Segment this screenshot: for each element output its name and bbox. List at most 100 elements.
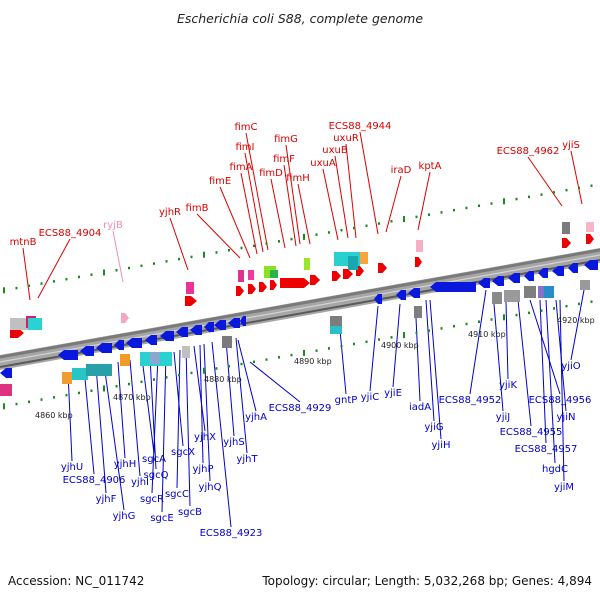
tick-mark (78, 391, 80, 395)
domain-box (86, 364, 112, 376)
callout-line (417, 171, 431, 231)
domain-box (150, 352, 160, 364)
gene-label: yjhR (159, 207, 181, 218)
forward-gene-arrow (185, 296, 197, 306)
gene-label: ECS88_4906 (63, 475, 126, 486)
callout-line (117, 361, 126, 459)
reverse-gene-arrow (114, 340, 124, 350)
gene-label: yjhQ (199, 482, 222, 493)
reverse-gene-arrow (478, 278, 490, 288)
tick-mark (415, 215, 418, 219)
domain-box (492, 292, 502, 304)
tick-mark (278, 356, 280, 359)
tick-mark (115, 269, 118, 272)
callout-line (392, 303, 401, 388)
tick-mark (90, 273, 93, 276)
tick-mark (365, 340, 368, 344)
tick-mark (590, 184, 593, 187)
forward-gene-arrow (280, 278, 310, 288)
forward-gene-arrow (248, 284, 256, 294)
gene-label: uxuB (322, 145, 348, 156)
scale-labels: 4860 kbp 4870 kbp 4880 kbp 4890 kbp 4900 kbp… (35, 316, 595, 420)
domain-box (270, 270, 278, 278)
tick-mark (53, 396, 55, 399)
forward-gene-arrow (562, 238, 571, 248)
callout-line (225, 339, 235, 437)
callout-line (493, 303, 504, 412)
tick-mark (340, 344, 343, 348)
gene-label: ECS88_4944 (329, 121, 392, 132)
gene-label: hgdC (542, 464, 568, 475)
reverse-gene-arrow (145, 335, 157, 345)
gene-label: yjiK (499, 380, 517, 391)
tick-mark (265, 358, 268, 361)
gene-label: yjhF (96, 494, 117, 505)
callout-line (369, 305, 379, 392)
gene-label: yjiS (562, 140, 580, 151)
callout-line (285, 144, 301, 245)
tick-mark (565, 304, 568, 308)
gene-label: yjhI (131, 477, 149, 488)
tick-mark (140, 264, 143, 268)
tick-mark (353, 226, 355, 230)
domain-box (304, 258, 310, 270)
domain-box (544, 286, 554, 298)
callout-line (469, 289, 487, 395)
genome-summary-text: Topology: circular; Length: 5,032,268 bp… (262, 574, 592, 588)
gene-label: ryjB (103, 220, 123, 231)
domain-box (414, 306, 422, 318)
callout-line (244, 152, 264, 253)
callout-line (235, 337, 248, 454)
tick-mark (240, 362, 243, 366)
callout-line (334, 155, 349, 239)
tick-mark (428, 213, 430, 216)
callout-line (185, 347, 191, 507)
callout-line (141, 357, 155, 454)
tick-mark (490, 202, 493, 205)
callout-line (193, 345, 206, 432)
tick-mark (515, 197, 518, 201)
tick-mark (65, 393, 68, 397)
tick-mark (503, 314, 505, 321)
tick-mark (90, 389, 93, 392)
domain-box (0, 384, 12, 396)
gene-label: yjhP (192, 464, 213, 475)
domain-box (416, 240, 423, 252)
callout-line (199, 344, 204, 464)
forward-gene-arrow (310, 275, 320, 285)
callout-line (83, 367, 95, 475)
tick-mark (40, 398, 43, 401)
tick-mark (290, 237, 293, 241)
callout-line (169, 217, 189, 271)
callout-line (203, 343, 211, 482)
reverse-gene-arrow (96, 343, 112, 353)
gene-label: yjhH (114, 459, 137, 470)
tick-mark (128, 382, 130, 386)
gene-label: uxuR (333, 133, 359, 144)
callout-line (517, 299, 532, 427)
tick-mark (553, 191, 555, 194)
scale-ticks (3, 184, 593, 410)
forward-gene-arrow (586, 234, 594, 244)
tick-mark (528, 311, 530, 315)
callout-line (149, 356, 157, 470)
gene-label: ECS88_4952 (439, 395, 502, 406)
gene-label: fimE (209, 176, 231, 187)
callout-line (112, 230, 124, 283)
tick-mark (103, 269, 105, 276)
domain-box (182, 346, 190, 358)
tick-mark (478, 320, 480, 323)
reverse-gene-arrow (160, 331, 174, 341)
tick-mark (540, 193, 543, 196)
gene-label: yjhX (194, 432, 216, 443)
gene-label: ECS88_4956 (529, 395, 592, 406)
tick-mark (378, 338, 380, 341)
callout-line (429, 299, 442, 440)
reverse-gene-arrow (408, 288, 420, 298)
gene-label: iraD (391, 165, 412, 176)
gene-label: yjiC (361, 392, 379, 403)
reverse-gene-arrow (396, 290, 406, 300)
tick-mark (190, 371, 193, 375)
tick-mark (203, 367, 205, 374)
gene-label: sgcR (140, 494, 164, 505)
